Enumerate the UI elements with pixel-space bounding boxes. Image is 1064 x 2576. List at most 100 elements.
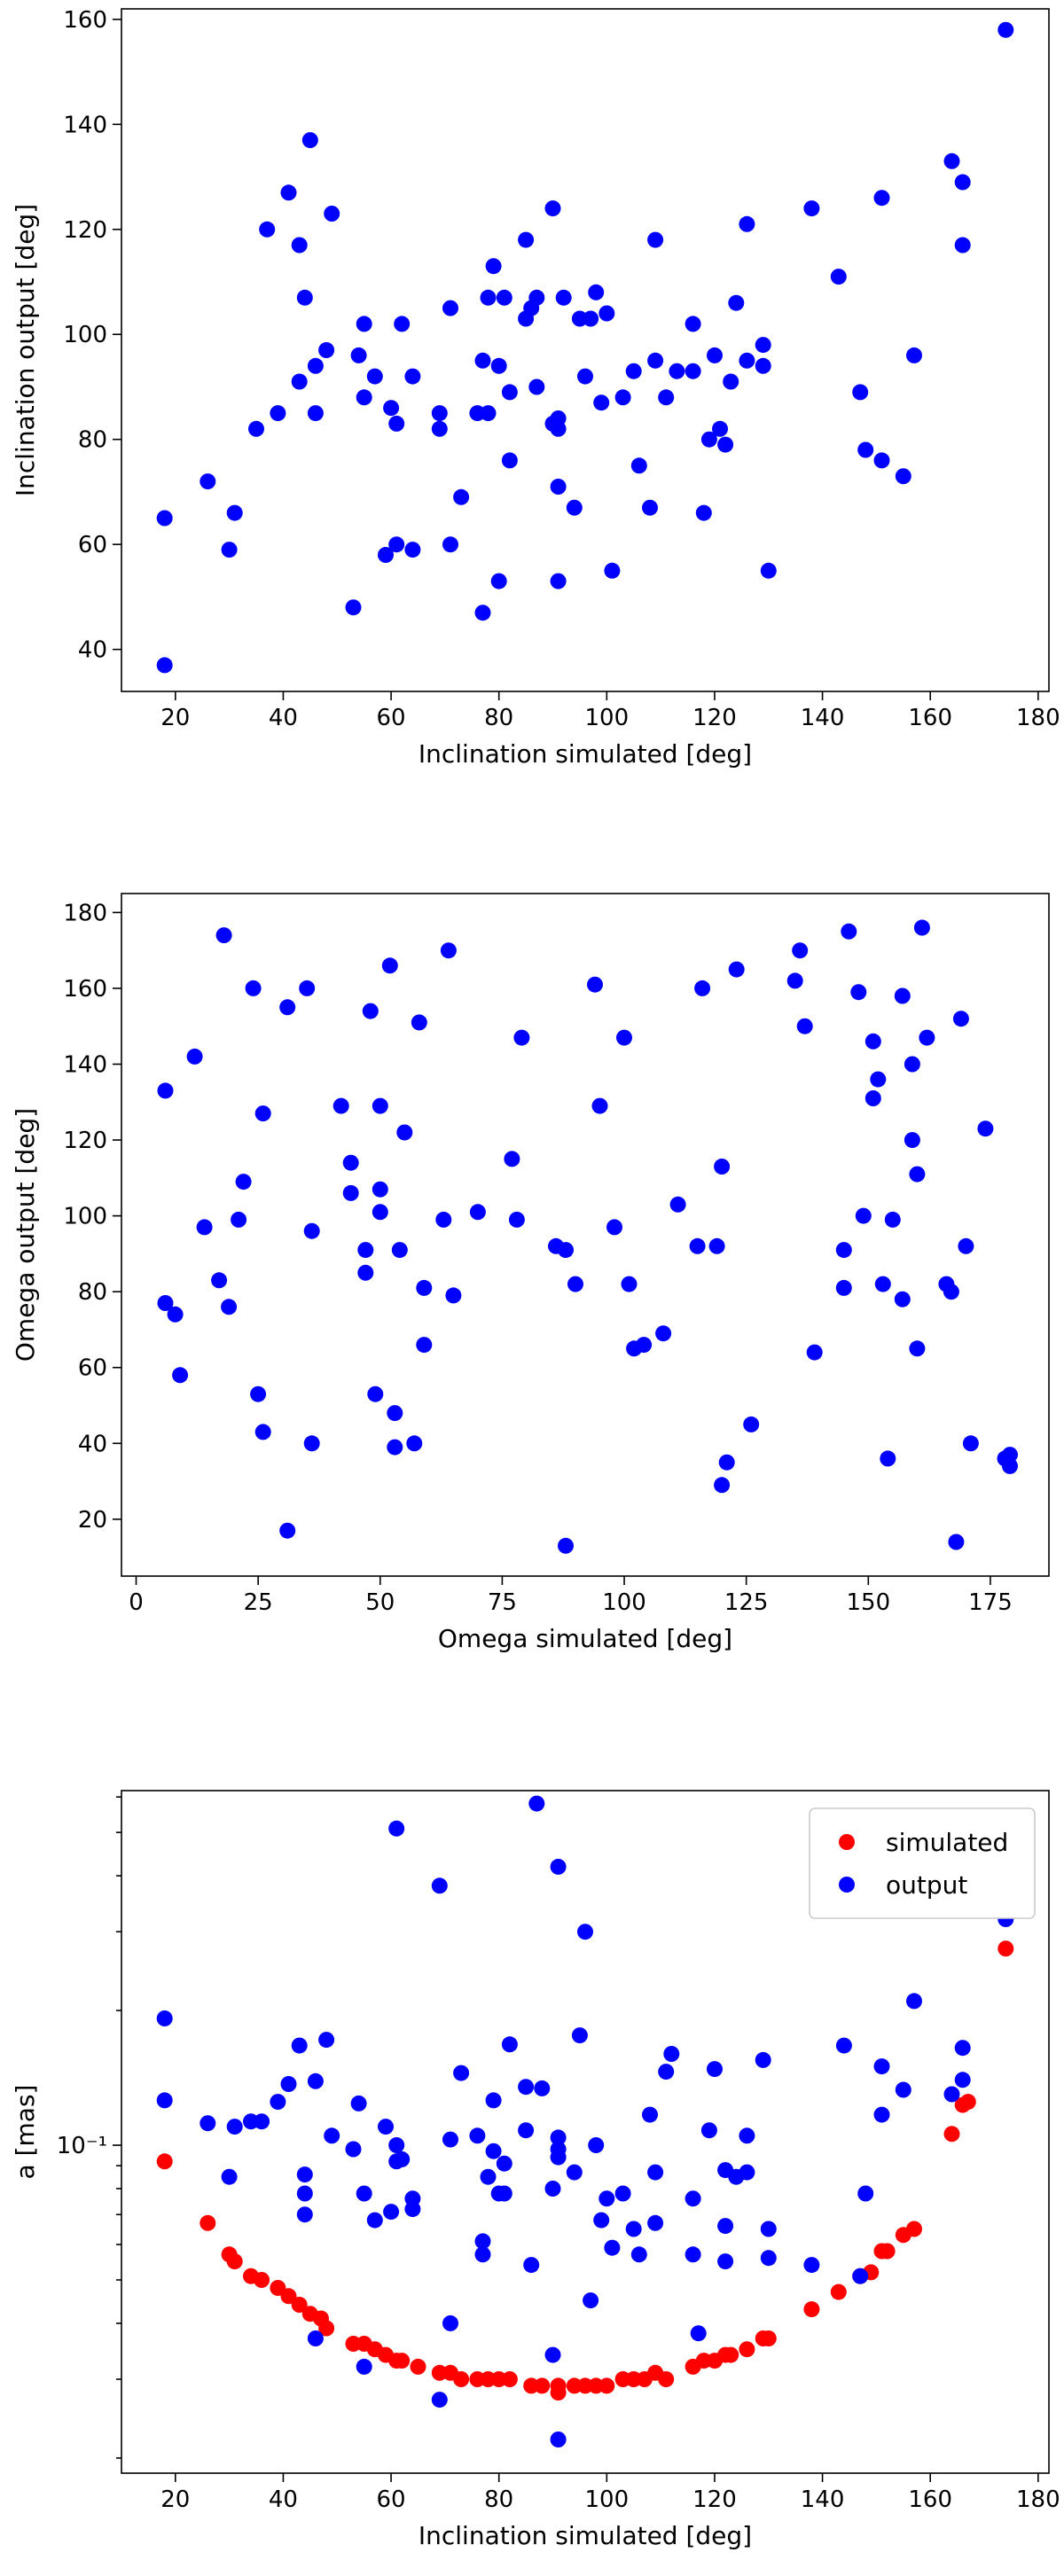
x-tick-label: 160 xyxy=(908,705,952,731)
y-axis-label: Omega output [deg] xyxy=(11,1108,40,1362)
output-point xyxy=(485,2143,502,2159)
output-point xyxy=(717,2253,734,2270)
y-tick-label: 60 xyxy=(78,1355,107,1382)
output-point xyxy=(453,2065,470,2081)
output-point xyxy=(550,2149,567,2166)
series-0-point xyxy=(894,987,911,1004)
legend-marker-output xyxy=(839,1877,855,1893)
y-axis-label: a [mas] xyxy=(11,2085,40,2180)
y-tick-label: 160 xyxy=(63,7,107,34)
output-point xyxy=(318,2032,335,2049)
series-0-point xyxy=(391,1242,408,1259)
series-0-point xyxy=(712,420,728,437)
x-tick-label: 0 xyxy=(129,1589,144,1616)
output-point xyxy=(307,2073,324,2089)
series-0-point xyxy=(299,980,316,996)
output-point xyxy=(760,2250,777,2267)
output-point xyxy=(296,2166,313,2183)
output-point xyxy=(642,2106,658,2123)
x-tick-label: 140 xyxy=(801,705,845,731)
output-point xyxy=(906,1993,922,2010)
series-0-point xyxy=(685,363,701,379)
simulated-point xyxy=(760,2330,777,2346)
series-0-point xyxy=(411,1014,427,1031)
series-0-point xyxy=(583,310,599,327)
output-point xyxy=(690,2325,707,2342)
series-0-point xyxy=(196,1219,213,1236)
output-point xyxy=(873,2058,890,2075)
series-0-point xyxy=(291,373,308,390)
series-0-point xyxy=(357,1264,374,1281)
series-0-point xyxy=(850,984,867,1001)
x-tick-label: 120 xyxy=(692,705,737,731)
series-0-point xyxy=(962,1435,979,1452)
output-point xyxy=(625,2221,642,2237)
series-0-point xyxy=(642,499,658,516)
output-point xyxy=(647,2214,664,2231)
series-0-point xyxy=(291,237,308,254)
x-tick-label: 100 xyxy=(602,1589,646,1616)
output-point xyxy=(857,2185,874,2202)
series-0-point xyxy=(372,1204,388,1221)
y-tick-label: 60 xyxy=(78,532,107,558)
output-point xyxy=(685,2246,701,2263)
output-point xyxy=(550,2129,567,2146)
x-tick-label: 100 xyxy=(585,2486,630,2513)
output-point xyxy=(280,2076,297,2092)
output-point xyxy=(324,2127,340,2144)
series-0-point xyxy=(728,294,745,311)
series-0-point xyxy=(342,1154,359,1171)
series-0-point xyxy=(616,1029,632,1046)
output-point xyxy=(755,2051,771,2068)
output-point xyxy=(598,2190,615,2207)
series-0-point xyxy=(357,1242,374,1259)
series-0-point xyxy=(954,237,971,254)
series-0-point xyxy=(387,1405,403,1422)
series-0-point xyxy=(250,1386,267,1402)
simulated-point xyxy=(550,2385,567,2401)
output-point xyxy=(442,2314,458,2331)
output-point xyxy=(550,1858,567,1875)
series-0-point xyxy=(279,1522,296,1539)
series-0-point xyxy=(909,1166,926,1183)
series-0-point xyxy=(406,1435,423,1452)
output-point xyxy=(404,2201,421,2218)
series-0-point xyxy=(830,269,847,285)
output-point xyxy=(378,2119,394,2135)
series-0-point xyxy=(474,352,491,369)
series-0-point xyxy=(474,605,491,621)
series-0-point xyxy=(307,405,324,422)
series-0-point xyxy=(739,215,755,232)
series-0-point xyxy=(739,352,755,369)
series-0-point xyxy=(577,368,593,385)
series-0-point xyxy=(806,1344,823,1361)
data-points xyxy=(156,1795,1014,2447)
legend: simulated output xyxy=(809,1807,1036,1919)
series-0-point xyxy=(880,1450,896,1467)
output-point xyxy=(296,2206,313,2223)
series-0-point xyxy=(366,368,383,385)
series-0-point xyxy=(156,510,173,527)
simulated-point xyxy=(254,2272,270,2288)
series-0-point xyxy=(350,347,367,363)
series-0-point xyxy=(714,1477,731,1494)
output-point xyxy=(571,2027,588,2044)
series-0-point xyxy=(558,1537,574,1554)
series-0-point xyxy=(718,1454,735,1471)
series-0-point xyxy=(445,1287,462,1304)
series-0-point xyxy=(518,231,535,248)
series-0-point xyxy=(296,289,313,306)
output-point xyxy=(350,2095,367,2112)
output-point xyxy=(577,1924,593,1940)
x-tick-label: 60 xyxy=(377,705,406,731)
output-point xyxy=(307,2330,324,2346)
output-point xyxy=(226,2119,243,2135)
series-0-point xyxy=(221,542,238,558)
series-0-point xyxy=(254,1105,271,1122)
y-tick-label: 80 xyxy=(78,1279,107,1306)
simulated-point xyxy=(959,2094,976,2111)
series-0-point xyxy=(167,1306,184,1323)
output-point xyxy=(647,2164,664,2181)
series-0-point xyxy=(416,1279,433,1296)
output-point xyxy=(614,2185,631,2202)
